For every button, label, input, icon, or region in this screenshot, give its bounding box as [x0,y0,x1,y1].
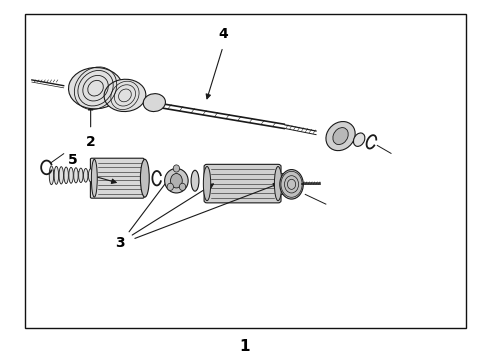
Text: 2: 2 [86,135,96,149]
Ellipse shape [104,79,146,112]
Ellipse shape [143,94,166,112]
Text: 4: 4 [218,27,228,41]
Bar [275,173,288,194]
Ellipse shape [91,159,97,197]
Ellipse shape [54,166,58,184]
Ellipse shape [179,183,186,190]
Ellipse shape [353,133,365,147]
Ellipse shape [173,165,180,172]
Ellipse shape [326,122,355,150]
Ellipse shape [171,174,182,188]
Ellipse shape [49,166,53,185]
Ellipse shape [78,168,83,183]
Ellipse shape [165,168,188,193]
Ellipse shape [280,170,303,199]
Text: 5: 5 [68,153,77,167]
Ellipse shape [333,127,348,145]
Ellipse shape [64,167,68,184]
Ellipse shape [74,168,78,183]
Ellipse shape [59,167,64,184]
Ellipse shape [69,167,73,183]
Ellipse shape [69,68,122,109]
Ellipse shape [88,169,93,182]
FancyBboxPatch shape [204,164,281,203]
Text: 3: 3 [115,236,125,250]
Ellipse shape [191,170,199,191]
Ellipse shape [141,159,149,197]
Bar [24,14,465,328]
Ellipse shape [83,168,88,182]
Ellipse shape [167,183,173,190]
FancyBboxPatch shape [90,158,144,198]
Text: 1: 1 [240,339,250,354]
Ellipse shape [203,166,211,201]
Ellipse shape [274,166,282,201]
